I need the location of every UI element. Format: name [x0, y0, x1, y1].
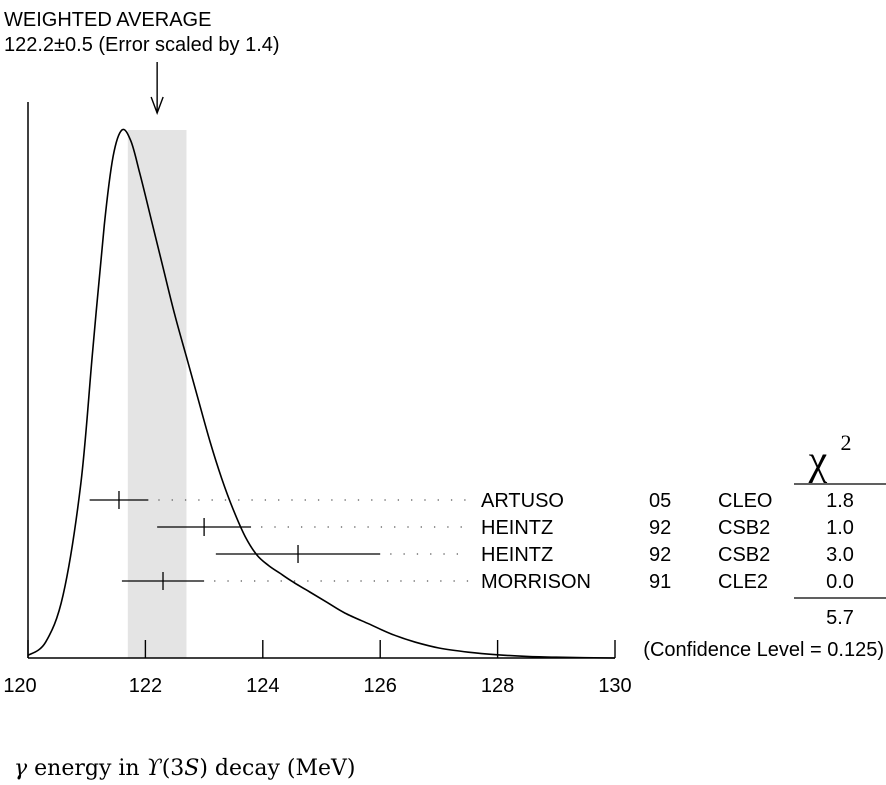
measurements-group: ARTUSO 05 CLEO 1.8 HEINTZ 92 CSB2 1.0 HEINTZ 92 CS…	[89, 490, 854, 593]
author-label: HEINTZ	[481, 517, 553, 539]
x-tick-label: 124	[246, 675, 279, 697]
experiment-label: CSB2	[718, 544, 770, 566]
x-tick-label: 120	[3, 675, 36, 697]
average-band	[127, 130, 187, 658]
x-tick-label: 122	[129, 675, 162, 697]
year-label: 92	[649, 544, 671, 566]
ideogram-curve	[27, 128, 616, 659]
experiment-label: CSB2	[718, 517, 770, 539]
x-label-text3: ) decay (MeV)	[199, 756, 355, 781]
chi2-value: 0.0	[826, 571, 854, 593]
arrow-head	[150, 96, 164, 115]
chi2-header: χ	[808, 438, 828, 484]
year-label: 05	[649, 490, 671, 512]
author-label: ARTUSO	[481, 490, 564, 512]
x-tick-label: 126	[364, 675, 397, 697]
confidence-level: (Confidence Level = 0.125)	[643, 639, 884, 661]
year-label: 92	[649, 517, 671, 539]
x-label-text1: energy in	[27, 756, 146, 781]
chart-subtitle: 122.2±0.5 (Error scaled by 1.4)	[4, 34, 280, 56]
experiment-label: CLE2	[718, 571, 768, 593]
year-label: 91	[649, 571, 671, 593]
chi2-value: 1.8	[826, 490, 854, 512]
chi2-value: 1.0	[826, 517, 854, 539]
x-tick-label: 128	[481, 675, 514, 697]
measurement-row: MORRISON 91 CLE2 0.0	[121, 571, 854, 593]
x-tick-label: 130	[598, 675, 631, 697]
measurement-row: ARTUSO 05 CLEO 1.8	[89, 490, 854, 512]
x-axis-ticks: 120 122 124 126 128 130	[3, 640, 632, 697]
chi2-value: 3.0	[826, 544, 854, 566]
x-axis-label: γ energy in ϒ(3S) decay (MeV)	[14, 756, 356, 781]
experiment-label: CLEO	[718, 490, 772, 512]
chi2-total: 5.7	[826, 607, 854, 629]
x-label-s: S	[184, 756, 199, 781]
x-label-gamma: γ	[14, 756, 28, 781]
chart-title: WEIGHTED AVERAGE	[4, 9, 211, 31]
x-label-upsilon: ϒ	[147, 756, 163, 781]
chi2-header-sup: 2	[841, 430, 852, 455]
average-arrow	[150, 62, 164, 115]
x-label-text2: (3	[162, 756, 185, 781]
measurement-row: HEINTZ 92 CSB2 3.0	[215, 544, 854, 566]
author-label: MORRISON	[481, 571, 591, 593]
author-label: HEINTZ	[481, 544, 553, 566]
measurement-row: HEINTZ 92 CSB2 1.0	[157, 517, 854, 539]
